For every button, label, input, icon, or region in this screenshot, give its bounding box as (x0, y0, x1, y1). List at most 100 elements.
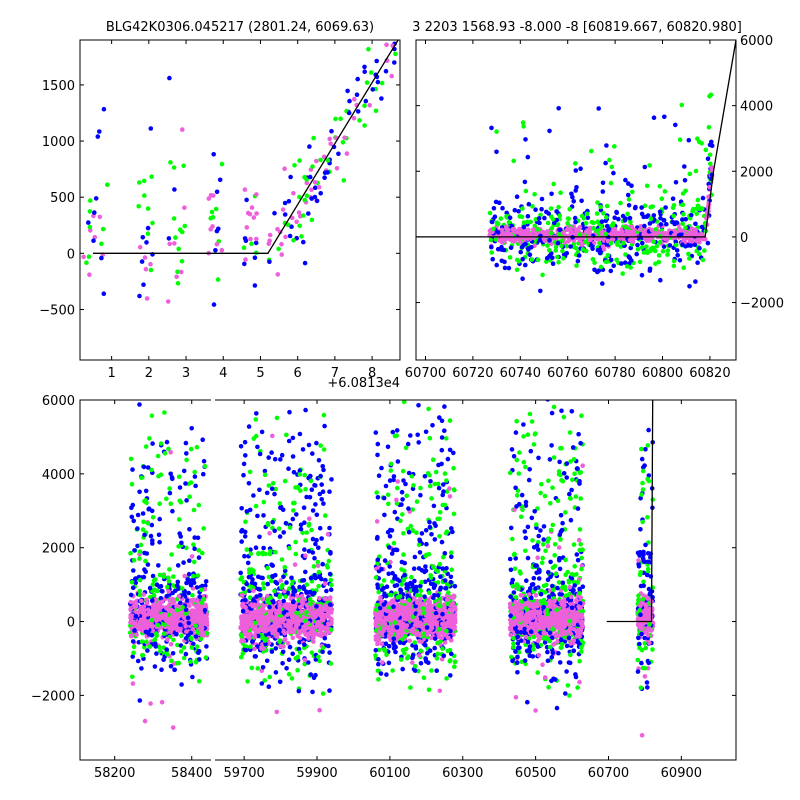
panel-top-right-point (651, 115, 657, 120)
panel-bottom-point (196, 679, 202, 684)
panel-bottom-point (253, 411, 259, 416)
panel-top-right-point (612, 215, 617, 220)
panel-top-right-point (657, 209, 663, 215)
panel-bottom-point (418, 661, 424, 666)
panel-bottom-point (307, 494, 313, 500)
panel-top-left-point (251, 215, 257, 220)
panel-top-right-point (546, 211, 551, 216)
panel-bottom-point (394, 583, 400, 588)
panel-top-right-point (652, 248, 658, 254)
panel-top-left-point (287, 233, 293, 239)
panel-top-left-point (370, 87, 376, 92)
panel-bottom-point (203, 579, 209, 584)
panel-bottom-point (247, 469, 253, 475)
panel-top-left-point (141, 282, 146, 288)
panel-bottom-point (155, 622, 161, 628)
panel-top-right-point (529, 257, 535, 262)
panel-top-right-point (579, 213, 585, 219)
panel-bottom-point (249, 624, 255, 630)
panel-bottom-point (328, 587, 334, 592)
panel-top-right-point (564, 227, 569, 233)
panel-top-right-point (527, 232, 533, 237)
panel-bottom-point (398, 657, 404, 662)
panel-bottom-point (181, 655, 187, 661)
panel-bottom-point (238, 625, 243, 630)
panel-top-right-point (558, 190, 563, 195)
panel-bottom-point (166, 575, 171, 580)
panel-top-right-point (610, 229, 616, 234)
panel-bottom-point (277, 627, 282, 633)
panel-top-right-point (542, 238, 547, 243)
panel-bottom-point (248, 619, 254, 625)
panel-bottom-point (267, 604, 272, 610)
panel-top-right-point (537, 220, 542, 226)
panel-top-right-point (514, 194, 520, 199)
panel-top-left-point (142, 193, 147, 198)
panel-bottom-point (188, 630, 194, 635)
panel-top-left-point (325, 158, 331, 163)
panel-bottom-point (276, 526, 282, 531)
panel-top-left-point (279, 241, 284, 247)
panel-top-left-point (181, 163, 186, 169)
panel-bottom-point (201, 633, 206, 638)
panel-top-left-point (84, 260, 89, 266)
panel-top-right-point (601, 210, 606, 216)
panel-bottom-marks (127, 400, 656, 738)
panel-top-left-point (374, 58, 380, 64)
panel-top-left-point (392, 60, 397, 65)
panel-bottom-point (190, 674, 195, 680)
panel-bottom-point (242, 553, 247, 559)
panel-top-right-point (527, 252, 533, 257)
panel-top-right-point (577, 232, 583, 237)
panel-bottom-point (196, 502, 202, 508)
panel-bottom-point (191, 577, 196, 582)
panel-bottom-point (295, 484, 301, 490)
panel-bottom-point (282, 589, 287, 594)
panel-bottom-point (308, 478, 314, 484)
panel-bottom-point (238, 632, 244, 637)
panel-top-left-point (282, 200, 288, 206)
panel-top-right-point (526, 246, 531, 251)
panel-top-right-title: 3 2203 1568.93 -8.000 -8 [60819.667, 608… (412, 20, 742, 35)
panel-bottom-point (169, 658, 174, 664)
panel-bottom-point (261, 586, 266, 591)
panel-bottom-point (323, 577, 328, 583)
panel-top-right-point (551, 181, 556, 187)
panel-top-right-point (561, 255, 566, 261)
panel-top-right-point (671, 263, 677, 269)
panel-top-right-point (687, 284, 692, 289)
panel-top-right-point (663, 205, 668, 210)
panel-top-right-point (689, 212, 694, 218)
panel-top-right-point (523, 262, 528, 268)
panel-bottom-point (374, 490, 380, 495)
panel-bottom-point (192, 469, 197, 475)
panel-bottom-point (444, 676, 449, 681)
panel-top-left-point (174, 274, 179, 280)
panel-bottom-point (165, 652, 170, 657)
panel-bottom-point (284, 666, 289, 671)
panel-bottom-point (294, 512, 299, 517)
panel-bottom-point (271, 603, 276, 609)
panel-top-right-point (499, 244, 504, 250)
panel-top-left-point (373, 108, 379, 114)
panel-bottom-point (269, 649, 275, 654)
panel-top-left-point (241, 245, 247, 250)
panel-top-right-point (578, 166, 583, 171)
panel-bottom-point (167, 490, 173, 496)
panel-bottom-point (268, 595, 274, 600)
panel-top-right-point (600, 281, 605, 286)
panel-bottom-point (186, 620, 192, 626)
panel-top-right-point (525, 154, 531, 160)
panel-bottom-point (162, 451, 168, 456)
panel-bottom-point (282, 637, 287, 643)
panel-bottom-point (141, 592, 146, 597)
panel-top-right-point (499, 258, 505, 264)
panel-top-right-point (597, 240, 602, 246)
panel-top-right-point (532, 192, 537, 197)
panel-top-left-point (384, 42, 389, 48)
panel-bottom-point (287, 586, 292, 591)
panel-top-right-point (500, 240, 505, 245)
panel-bottom-point (437, 561, 443, 567)
panel-bottom-point (188, 582, 194, 588)
panel-top-right-point (660, 249, 666, 254)
